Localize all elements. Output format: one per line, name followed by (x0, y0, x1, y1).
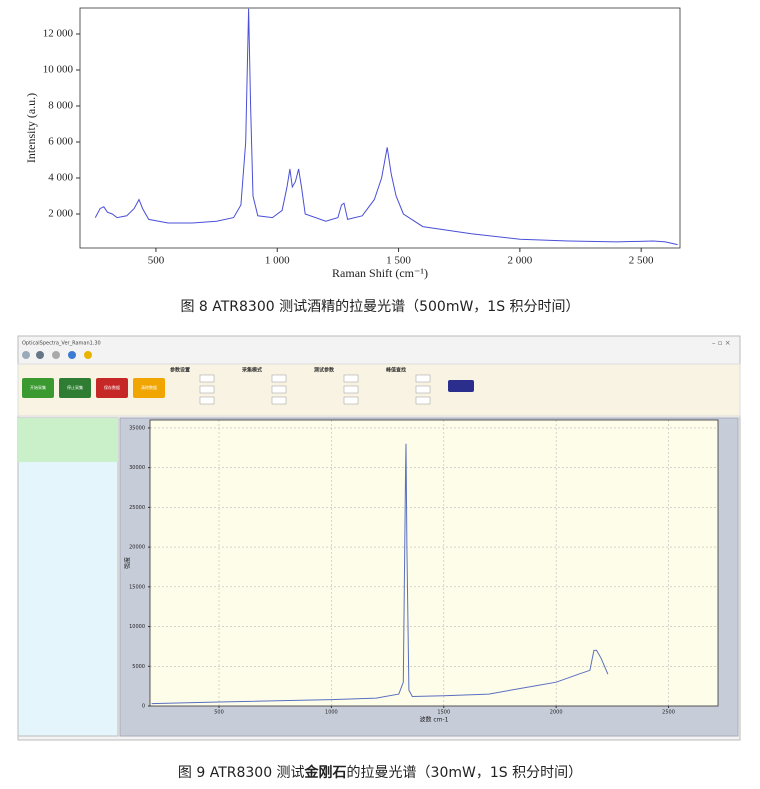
x-tick-label: 1000 (325, 710, 338, 716)
input-field[interactable] (343, 385, 359, 394)
input-field[interactable] (271, 396, 287, 405)
tool-icon[interactable] (68, 351, 76, 359)
y-tick-label: 12 000 (43, 28, 74, 40)
caption-text: 的拉曼光谱（30mW，1S 积分时间） (346, 765, 583, 781)
group-title: 峰值查找 (386, 367, 406, 374)
input-field[interactable] (343, 374, 359, 383)
x-tick-label: 1500 (437, 710, 450, 716)
window-controls[interactable]: – ▫ × (712, 339, 731, 347)
plot-background (150, 420, 718, 706)
x-tick-label: 500 (148, 254, 165, 266)
input-field[interactable] (415, 385, 431, 394)
x-tick-label: 2000 (550, 710, 563, 716)
caption-bold: 金刚石 (304, 765, 347, 781)
input-field[interactable] (199, 385, 215, 394)
caption-text: 图 9 ATR8300 测试 (177, 765, 305, 781)
button-label: 清除数据 (141, 384, 157, 390)
y-tick-label: 10000 (129, 624, 145, 630)
button[interactable] (22, 378, 54, 398)
button-label: 保存数据 (104, 384, 120, 390)
toolbar (22, 351, 92, 359)
caption: 图 8 ATR8300 测试酒精的拉曼光谱（500mW，1S 积分时间） (180, 299, 580, 315)
button-label: 开始采集 (30, 384, 46, 390)
left-panel (17, 417, 119, 737)
x-tick-label: 1 000 (265, 254, 290, 266)
y-tick-label: 4 000 (48, 172, 73, 184)
y-axis-label: Intensity (a.u.) (24, 93, 38, 163)
input-field[interactable] (271, 385, 287, 394)
y-tick-label: 20000 (129, 545, 145, 551)
x-tick-label: 2500 (662, 710, 675, 716)
button[interactable] (448, 380, 474, 392)
y-tick-label: 25000 (129, 505, 145, 511)
tool-icon[interactable] (84, 351, 92, 359)
x-tick-label: 2 500 (629, 254, 654, 266)
tool-icon[interactable] (36, 351, 44, 359)
spectrum-line (94, 8, 678, 246)
y-tick-label: 15000 (129, 584, 145, 590)
input-field[interactable] (415, 396, 431, 405)
input-field[interactable] (343, 396, 359, 405)
y-axis-label: 强度 (124, 557, 132, 569)
y-tick-label: 35000 (129, 425, 145, 431)
button-label: 停止采集 (67, 384, 83, 390)
x-axis-label: 波数 cm-1 (419, 716, 448, 724)
button[interactable] (96, 378, 128, 398)
figures: OpticalSpectra_Ver_Raman1.30 – ▫ × 开始采集 停… (17, 7, 741, 741)
window-title: OpticalSpectra_Ver_Raman1.30 (22, 341, 101, 347)
input-field[interactable] (199, 396, 215, 405)
left-panel-header (18, 418, 118, 462)
y-tick-label: 30000 (129, 465, 145, 471)
x-axis-label: Raman Shift (cm⁻¹) (332, 266, 428, 280)
y-tick-label: 0 (142, 704, 145, 710)
tool-icon[interactable] (22, 351, 30, 359)
caption: 图 9 ATR8300 测试金刚石的拉曼光谱（30mW，1S 积分时间） (0, 762, 760, 782)
y-tick-label: 10 000 (43, 64, 74, 76)
x-tick-label: 1 500 (386, 254, 411, 266)
button[interactable] (133, 378, 165, 398)
input-field[interactable] (415, 374, 431, 383)
plot-frame (79, 7, 681, 249)
input-field[interactable] (271, 374, 287, 383)
input-field[interactable] (199, 374, 215, 383)
tool-icon[interactable] (52, 351, 60, 359)
x-tick-label: 500 (214, 710, 224, 716)
plot-frame (149, 419, 719, 707)
x-tick-label: 2 000 (507, 254, 532, 266)
y-tick-label: 2 000 (48, 208, 73, 220)
group-title: 采集模式 (241, 367, 262, 374)
spectrum-line (151, 443, 609, 705)
group-title: 参数设置 (170, 367, 190, 374)
group-title: 测试参数 (314, 367, 335, 374)
button[interactable] (59, 378, 91, 398)
y-tick-label: 5000 (132, 664, 145, 670)
y-tick-label: 6 000 (48, 136, 73, 148)
y-tick-label: 8 000 (48, 100, 73, 112)
